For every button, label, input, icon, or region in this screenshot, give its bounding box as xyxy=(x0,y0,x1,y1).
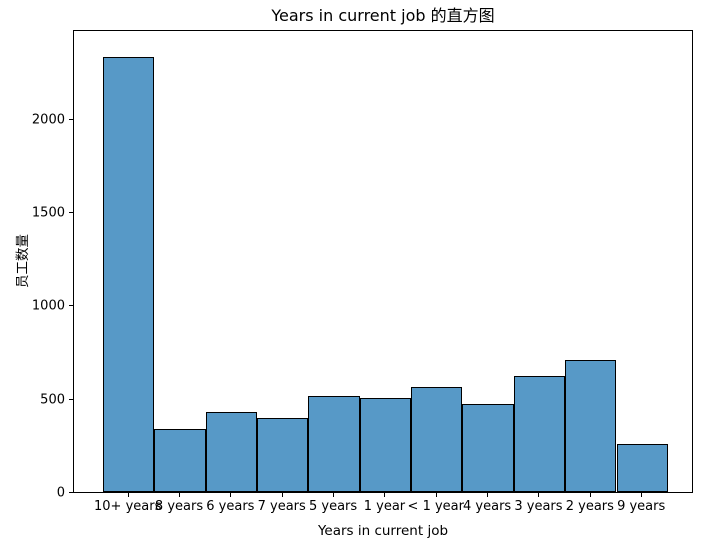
y-tick-mark xyxy=(69,211,73,213)
x-tick-mark xyxy=(127,493,129,497)
x-tick-label-2-years: 2 years xyxy=(565,499,614,514)
histogram-bar-9-years xyxy=(616,444,668,492)
x-tick-mark xyxy=(179,493,181,497)
histogram-bar-10+-years xyxy=(103,57,155,492)
x-tick-mark xyxy=(589,493,591,497)
x-tick-mark xyxy=(641,493,643,497)
x-tick-mark xyxy=(487,493,489,497)
histogram-bar-2-years xyxy=(565,360,617,492)
x-tick-label-7-years: 7 years xyxy=(257,499,306,514)
x-tick-label-4-years: 4 years xyxy=(463,499,512,514)
histogram-bar-4-years xyxy=(462,404,514,492)
histogram-bar-7-years xyxy=(257,418,309,492)
x-tick-label-9-years: 9 years xyxy=(617,499,666,514)
x-tick-label-3-years: 3 years xyxy=(514,499,563,514)
histogram-bar-8-years xyxy=(154,429,206,492)
x-tick-label-8-years: 8 years xyxy=(154,499,204,514)
y-tick-label-500: 500 xyxy=(40,392,65,408)
x-tick-mark xyxy=(281,493,283,497)
y-tick-mark xyxy=(69,118,73,120)
histogram-bar-1-year xyxy=(359,398,412,492)
histogram-bar-6-years xyxy=(205,412,258,492)
plot-area xyxy=(73,30,693,493)
y-tick-mark xyxy=(69,305,73,307)
x-tick-mark xyxy=(538,493,540,497)
y-tick-mark xyxy=(69,492,73,493)
y-tick-label-1500: 1500 xyxy=(31,205,65,221)
x-tick-label-10+-years: 10+ years xyxy=(94,499,162,514)
y-tick-mark xyxy=(69,398,73,400)
histogram-bar-5-years xyxy=(308,396,360,492)
x-tick-mark xyxy=(230,493,232,497)
y-tick-label-0: 0 xyxy=(56,485,65,501)
x-tick-label-6-years: 6 years xyxy=(206,499,255,514)
x-tick-label-1-year: < 1 year xyxy=(407,499,464,514)
x-axis-label: Years in current job xyxy=(317,523,449,539)
histogram-bar-3-years xyxy=(513,376,566,492)
y-tick-label-1000: 1000 xyxy=(31,298,65,314)
x-tick-mark xyxy=(384,493,386,497)
y-axis-label: 员工数量 xyxy=(15,234,31,288)
histogram-bar-1-year xyxy=(411,387,463,492)
x-tick-mark xyxy=(333,493,335,497)
chart-title: Years in current job 的直方图 xyxy=(271,6,495,25)
x-tick-label-5-years: 5 years xyxy=(308,499,358,514)
y-tick-label-2000: 2000 xyxy=(31,112,65,128)
x-tick-mark xyxy=(435,493,437,497)
x-tick-label-1-year: 1 year xyxy=(363,499,406,514)
